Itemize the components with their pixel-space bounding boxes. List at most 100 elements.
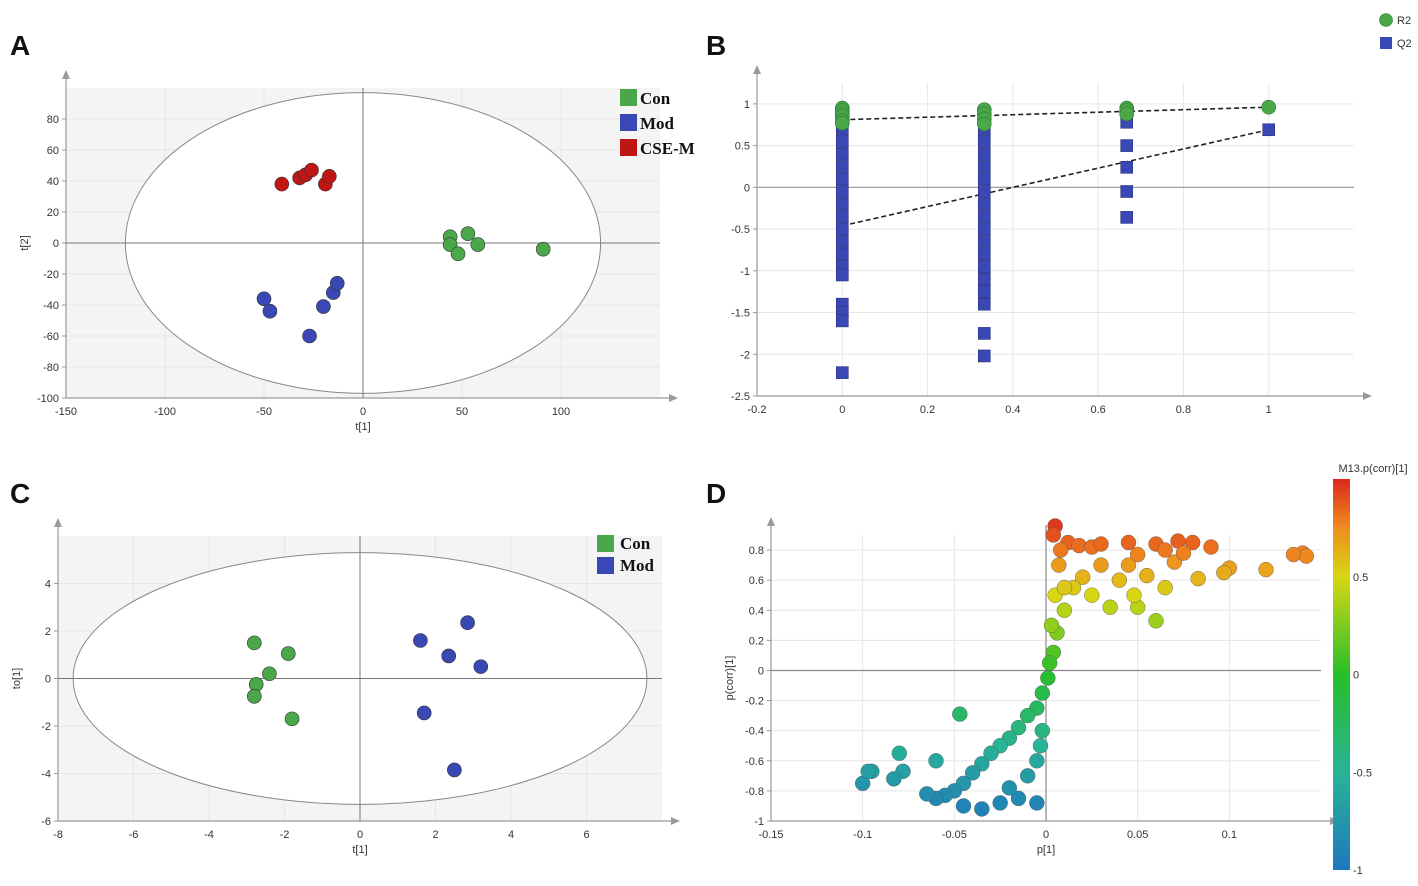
s-plot-point <box>1001 780 1018 796</box>
q2-point <box>835 197 849 211</box>
data-point-con <box>470 237 486 252</box>
data-point-mod <box>262 303 278 319</box>
data-point-mod <box>460 615 475 630</box>
x-tick-label: 0 <box>1043 829 1049 841</box>
q2-point <box>977 135 991 148</box>
colorbar-tick: -1 <box>1353 865 1363 877</box>
permutation-plot-b: -0.2 0 0.2 0.4 0.6 0.8 1 -2.5 -2 -1.5 -1 -0.5 0 0.5 1 R… <box>731 13 1412 416</box>
y-tick-label: 0 <box>758 665 764 677</box>
x-tick-label: -6 <box>129 829 139 841</box>
y-tick-label: -80 <box>43 362 59 374</box>
legend-swatch-cse-m <box>620 139 637 156</box>
data-point-mod <box>316 299 331 314</box>
x-tick-label: 0.8 <box>1176 404 1191 416</box>
y-tick-label: 0.8 <box>749 545 764 557</box>
x-tick-label: -2 <box>280 829 290 841</box>
y-tick-label: 40 <box>47 176 59 188</box>
s-plot-point <box>1029 753 1045 769</box>
s-plot-point <box>1010 719 1027 736</box>
s-plot-point <box>1043 617 1060 634</box>
panel-letter-c: C <box>10 478 31 509</box>
y-tick-label: 4 <box>45 579 51 591</box>
y-tick-label: -2.5 <box>731 391 750 403</box>
panel-letter-d: D <box>706 478 727 509</box>
data-point-mod <box>302 328 317 344</box>
r2-point <box>834 115 850 131</box>
s-plot-point <box>860 763 876 780</box>
y-axis-arrow <box>753 65 761 74</box>
y-tick-label: -2 <box>740 349 750 361</box>
y-tick-label: -0.5 <box>731 224 750 236</box>
s-plot-point <box>955 798 972 814</box>
y-tick-label: 60 <box>47 145 59 157</box>
x-tick-label: -4 <box>204 829 214 841</box>
q2-point <box>835 135 849 148</box>
y-tick-label: -1 <box>740 266 750 278</box>
q2-point <box>835 147 849 161</box>
x-tick-label: 0 <box>839 404 845 416</box>
y-tick-label: 0 <box>744 182 750 194</box>
y-tick-label: -4 <box>41 769 51 781</box>
s-plot-point <box>1157 542 1173 558</box>
q2-point <box>977 197 991 211</box>
q2-point <box>835 247 849 261</box>
s-plot-point <box>1111 572 1128 588</box>
x-tick-label: 0.4 <box>1005 404 1020 416</box>
s-plot-point <box>1126 587 1142 603</box>
legend-swatch-r2 <box>1379 13 1393 27</box>
s-plot-point <box>1051 557 1067 573</box>
q2-point <box>1120 139 1134 152</box>
y-tick-label: -60 <box>43 331 59 343</box>
r2-point <box>1261 99 1277 115</box>
q2-point <box>835 222 849 236</box>
y-tick-label: -0.8 <box>745 786 764 798</box>
s-plot-point <box>1102 599 1118 615</box>
legend-swatch-q2 <box>1380 37 1392 49</box>
data-point-con <box>535 241 551 257</box>
s-plot-point <box>1258 561 1274 578</box>
y-tick-label: 1 <box>744 99 750 111</box>
q2-point <box>835 210 849 223</box>
s-plot-point <box>1120 557 1137 573</box>
data-point-cse-m <box>274 176 290 192</box>
x-tick-label: 2 <box>432 829 438 841</box>
r2-point <box>976 116 992 132</box>
y-axis-title: to[1] <box>11 668 23 689</box>
data-point-mod <box>413 633 428 648</box>
x-axis-arrow <box>671 817 680 825</box>
q2-point <box>977 327 991 340</box>
q2-point <box>977 160 991 173</box>
s-plot-point <box>1010 790 1027 807</box>
y-tick-label: 0.6 <box>749 575 764 587</box>
q2-point <box>1120 161 1134 174</box>
x-tick-label: 4 <box>508 829 514 841</box>
data-point-cse-m <box>322 169 337 184</box>
data-point-con <box>247 689 262 704</box>
legend-label-mod: Mod <box>640 114 675 133</box>
q2-point <box>835 185 849 198</box>
data-point-mod <box>416 705 432 721</box>
q2-point <box>1262 123 1276 137</box>
q2-point <box>835 160 849 173</box>
colorbar-tick: 0.5 <box>1353 572 1368 584</box>
y-axis-arrow <box>62 70 70 79</box>
y-tick-label: 0.4 <box>749 605 764 617</box>
x-tick-label: 100 <box>552 406 570 418</box>
s-plot-point <box>1019 707 1036 724</box>
data-point-con <box>247 635 262 651</box>
q2-point <box>977 349 991 363</box>
x-tick-label: -0.05 <box>942 829 967 841</box>
s-plot-point <box>1216 564 1232 581</box>
s-plot-point <box>1190 570 1206 587</box>
x-axis-arrow <box>669 394 678 402</box>
s-plot-point <box>983 745 999 761</box>
x-tick-label: 0.05 <box>1127 829 1148 841</box>
y-axis-title: t[2] <box>19 235 31 250</box>
q2-point <box>1120 185 1134 198</box>
x-tick-label: -0.1 <box>853 829 872 841</box>
panel-letter-a: A <box>10 30 31 61</box>
x-tick-label: -0.2 <box>748 404 767 416</box>
y-tick-label: 20 <box>47 207 59 219</box>
q2-point <box>977 260 991 273</box>
q2-point <box>977 235 991 248</box>
